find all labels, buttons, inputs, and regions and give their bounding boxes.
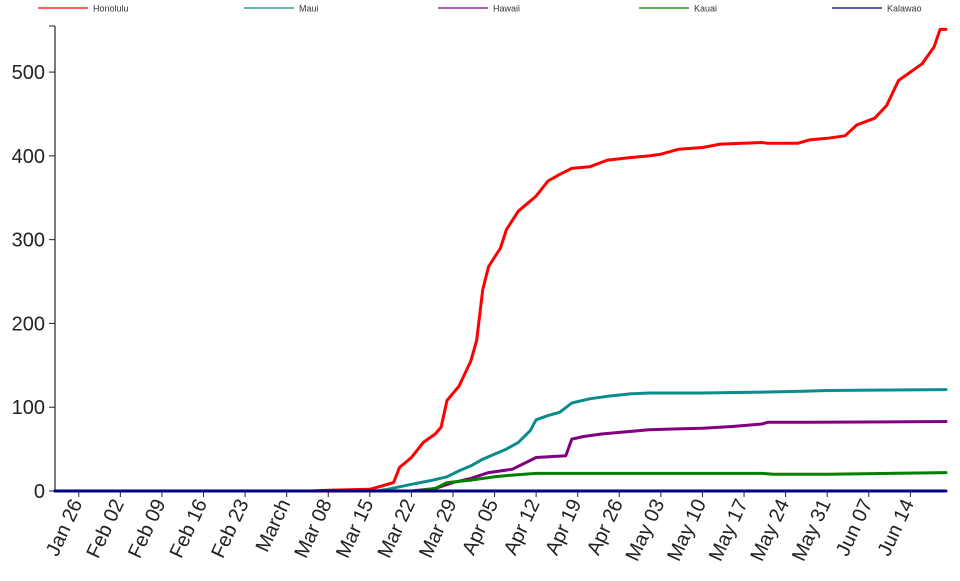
- x-tick-label: Mar 15: [332, 496, 378, 562]
- x-tick-label: Feb 23: [207, 496, 253, 562]
- x-tick-label: Jun 14: [874, 496, 919, 560]
- y-tick-label: 500: [12, 62, 45, 84]
- legend: Honolulu Maui Hawaii Kauai Kalawao: [38, 4, 922, 14]
- x-tick-label: March: [252, 496, 295, 556]
- x-tick-label: Jan 26: [42, 496, 87, 560]
- legend-label-hawaii: Hawaii: [493, 4, 520, 14]
- x-tick-label: Apr 26: [583, 496, 628, 559]
- series-line-kauai: [53, 471, 948, 493]
- series-line-hawaii: [53, 420, 948, 493]
- x-tick-label: Mar 29: [415, 496, 461, 562]
- x-tick-label: Mar 22: [374, 496, 420, 562]
- y-tick-label: 400: [12, 146, 45, 168]
- x-tick-label: Mar 08: [291, 496, 337, 562]
- y-tick-label: 200: [12, 313, 45, 335]
- x-tick-label: Apr 05: [458, 496, 503, 559]
- legend-label-kalawao: Kalawao: [887, 4, 922, 14]
- x-tick-label: May 17: [705, 496, 753, 565]
- y-tick-label: 100: [12, 397, 45, 419]
- x-tick-label: Feb 09: [124, 496, 170, 562]
- legend-label-honolulu: Honolulu: [93, 4, 129, 14]
- x-tick-label: May 10: [663, 496, 711, 565]
- y-axis: 0 100 200 300 400 500: [12, 25, 56, 503]
- x-tick-label: May 24: [746, 496, 794, 565]
- x-tick-label: May 03: [622, 496, 670, 565]
- y-tick-label: 0: [34, 481, 45, 503]
- legend-label-kauai: Kauai: [694, 4, 717, 14]
- series-line-maui: [53, 388, 948, 493]
- x-tick-label: Apr 19: [541, 496, 586, 559]
- y-tick-label: 300: [12, 230, 45, 252]
- plot-area: [53, 27, 948, 493]
- x-tick-label: May 31: [788, 496, 836, 565]
- legend-label-maui: Maui: [299, 4, 319, 14]
- series-line-honolulu: [53, 27, 948, 493]
- x-tick-label: Feb 16: [166, 496, 212, 562]
- x-tick-label: Apr 12: [500, 496, 545, 559]
- x-tick-label: Feb 02: [83, 496, 129, 562]
- x-tick-label: Jun 07: [832, 496, 877, 560]
